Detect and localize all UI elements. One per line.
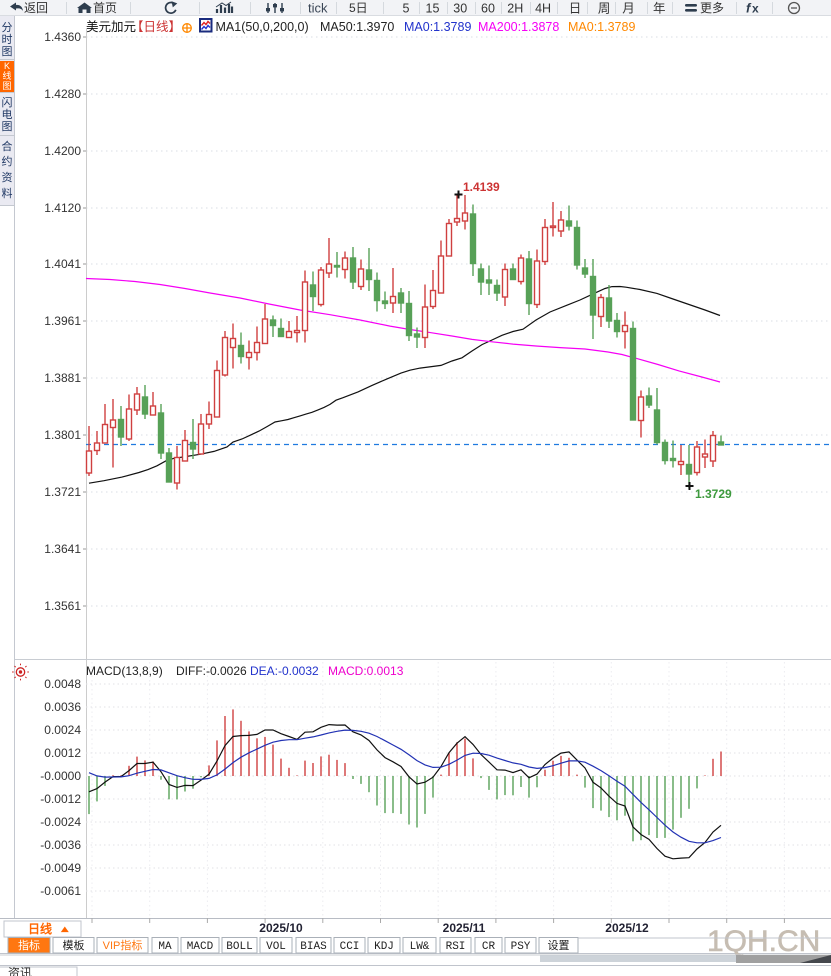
- svg-text:0.0036: 0.0036: [44, 700, 81, 714]
- svg-text:CR: CR: [482, 941, 496, 953]
- svg-text:-0.0024: -0.0024: [40, 815, 81, 829]
- svg-text:MA1(50,0,200,0): MA1(50,0,200,0): [216, 20, 309, 34]
- svg-text:模板: 模板: [63, 938, 85, 952]
- svg-text:线: 线: [2, 70, 11, 81]
- svg-text:返回: 返回: [24, 1, 48, 15]
- svg-text:0.0012: 0.0012: [44, 746, 81, 760]
- svg-text:料: 料: [2, 186, 13, 200]
- svg-text:30: 30: [453, 2, 467, 16]
- svg-text:2025/10: 2025/10: [259, 921, 303, 935]
- svg-text:2H: 2H: [507, 2, 523, 16]
- svg-text:资讯: 资讯: [8, 966, 32, 976]
- svg-text:2025/12: 2025/12: [605, 921, 649, 935]
- svg-text:周: 周: [598, 2, 611, 16]
- svg-text:VOL: VOL: [266, 941, 286, 953]
- svg-text:闪: 闪: [2, 95, 13, 109]
- svg-text:-0.0012: -0.0012: [40, 792, 81, 806]
- svg-text:图: 图: [2, 45, 13, 58]
- svg-text:1.3641: 1.3641: [44, 542, 81, 556]
- svg-text:1.4139: 1.4139: [463, 180, 500, 194]
- svg-text:BOLL: BOLL: [226, 941, 252, 953]
- svg-text:DIFF:-0.0026: DIFF:-0.0026: [176, 664, 247, 678]
- svg-text:美元加元: 美元加元: [86, 20, 136, 34]
- svg-text:0.0024: 0.0024: [44, 723, 81, 737]
- svg-text:1.3961: 1.3961: [44, 314, 81, 328]
- svg-text:BIAS: BIAS: [300, 941, 327, 953]
- svg-text:x: x: [752, 2, 759, 16]
- svg-text:f: f: [746, 1, 752, 16]
- svg-text:2025/11: 2025/11: [443, 921, 486, 935]
- svg-text:PSY: PSY: [511, 941, 531, 953]
- svg-text:资: 资: [2, 171, 13, 184]
- svg-text:-0.0061: -0.0061: [40, 884, 81, 898]
- svg-text:LW&: LW&: [410, 941, 430, 953]
- svg-text:DEA:-0.0032: DEA:-0.0032: [250, 664, 319, 678]
- svg-text:1.4280: 1.4280: [44, 87, 81, 101]
- svg-text:1.3881: 1.3881: [44, 371, 81, 385]
- svg-text:1.4120: 1.4120: [44, 201, 81, 215]
- svg-text:1QH.CN: 1QH.CN: [707, 925, 820, 958]
- svg-text:日: 日: [569, 2, 582, 16]
- svg-text:MACD:0.0013: MACD:0.0013: [328, 664, 404, 678]
- svg-text:MACD(13,8,9): MACD(13,8,9): [86, 664, 163, 678]
- svg-text:K: K: [4, 61, 10, 71]
- svg-text:MA0:1.3789: MA0:1.3789: [568, 20, 635, 34]
- svg-text:MA: MA: [158, 941, 172, 953]
- svg-text:15: 15: [426, 2, 440, 16]
- svg-text:4H: 4H: [535, 2, 551, 16]
- svg-text:60: 60: [481, 2, 495, 16]
- svg-text:设置: 设置: [548, 939, 570, 952]
- svg-text:0.0048: 0.0048: [44, 677, 81, 691]
- svg-text:MA50:1.3970: MA50:1.3970: [320, 20, 394, 34]
- svg-text:日线: 日线: [28, 921, 52, 936]
- svg-text:1.3729: 1.3729: [695, 487, 732, 501]
- svg-text:5: 5: [403, 2, 410, 16]
- svg-text:5日: 5日: [349, 1, 368, 15]
- svg-text:MACD: MACD: [187, 941, 214, 953]
- svg-text:CCI: CCI: [340, 941, 360, 953]
- svg-text:合: 合: [2, 139, 13, 153]
- svg-text:1.4041: 1.4041: [44, 257, 81, 271]
- svg-text:指标: 指标: [18, 938, 40, 952]
- svg-text:tick: tick: [308, 1, 328, 16]
- svg-text:更多: 更多: [700, 1, 724, 15]
- svg-text:1.3561: 1.3561: [44, 599, 81, 613]
- svg-text:年: 年: [653, 2, 666, 16]
- svg-text:时: 时: [2, 33, 13, 46]
- svg-text:电: 电: [2, 108, 13, 121]
- svg-text:1.3721: 1.3721: [44, 485, 81, 499]
- svg-text:RSI: RSI: [446, 941, 466, 953]
- svg-text:1.3801: 1.3801: [44, 428, 81, 442]
- svg-text:约: 约: [2, 155, 13, 168]
- svg-text:1.4360: 1.4360: [44, 30, 81, 44]
- svg-text:1.4200: 1.4200: [44, 144, 81, 158]
- svg-text:首页: 首页: [93, 1, 117, 15]
- svg-text:-0.0036: -0.0036: [40, 838, 81, 852]
- svg-text:-0.0000: -0.0000: [40, 769, 81, 783]
- svg-text:图: 图: [2, 120, 13, 133]
- svg-text:MA0:1.3789: MA0:1.3789: [404, 20, 471, 34]
- svg-text:KDJ: KDJ: [374, 941, 394, 953]
- svg-text:图: 图: [2, 81, 11, 91]
- svg-text:分: 分: [2, 21, 13, 34]
- svg-text:MA200:1.3878: MA200:1.3878: [478, 20, 559, 34]
- svg-text:-0.0049: -0.0049: [40, 861, 81, 875]
- svg-text:【日线】: 【日线】: [131, 20, 181, 34]
- svg-text:VIP指标: VIP指标: [103, 938, 143, 952]
- svg-text:月: 月: [622, 2, 635, 16]
